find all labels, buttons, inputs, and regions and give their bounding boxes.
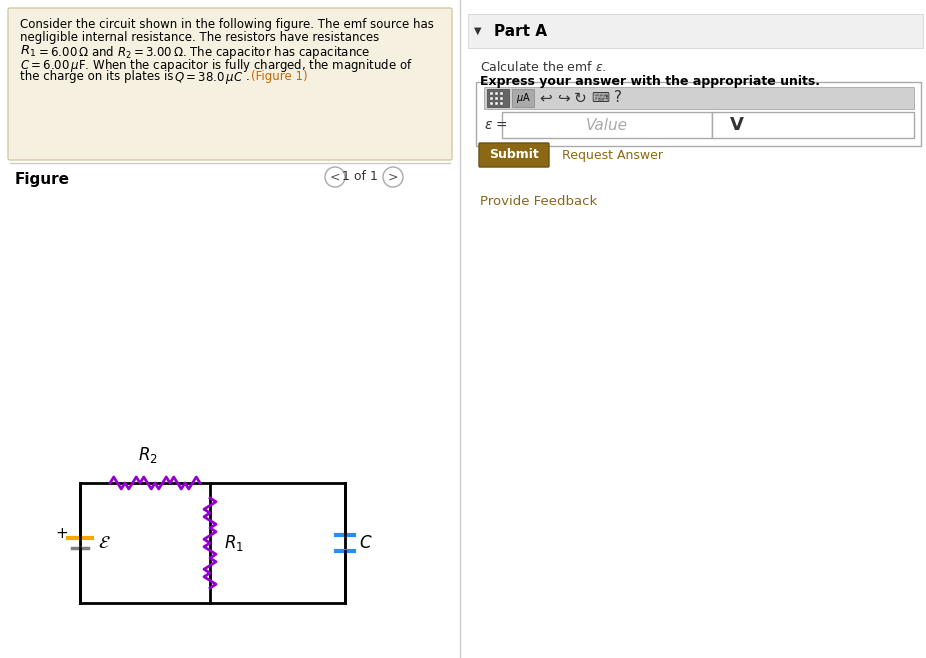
Text: $= 6.00\,\Omega$ and $R_2 = 3.00\,\Omega$. The capacitor has capacitance: $= 6.00\,\Omega$ and $R_2 = 3.00\,\Omega… — [36, 44, 370, 61]
Text: ↻: ↻ — [573, 91, 586, 105]
Text: <: < — [330, 170, 340, 184]
Bar — [484, 87, 914, 109]
Text: Submit: Submit — [489, 149, 539, 161]
Text: Express your answer with the appropriate units.: Express your answer with the appropriate… — [480, 75, 820, 88]
Text: Value: Value — [586, 118, 628, 132]
Text: $\mathcal{E}$: $\mathcal{E}$ — [98, 534, 111, 552]
Text: (Figure 1): (Figure 1) — [251, 70, 307, 83]
Bar — [502, 112, 712, 138]
Bar — [487, 89, 509, 107]
Text: $R_1$: $R_1$ — [20, 44, 36, 59]
Text: Calculate the emf $\varepsilon$.: Calculate the emf $\varepsilon$. — [480, 60, 607, 74]
Bar — [500, 92, 503, 95]
Text: ↩: ↩ — [540, 91, 553, 105]
Bar — [490, 97, 493, 100]
Bar — [495, 102, 498, 105]
Text: Part A: Part A — [494, 24, 547, 39]
Bar — [476, 82, 921, 146]
Bar — [500, 102, 503, 105]
Bar — [495, 92, 498, 95]
Text: negligible internal resistance. The resistors have resistances: negligible internal resistance. The resi… — [20, 31, 380, 44]
Text: $Q = 38.0\,\mu C$: $Q = 38.0\,\mu C$ — [174, 70, 244, 86]
Text: $C = 6.00\,\mu\mathrm{F}$. When the capacitor is fully charged, the magnitude of: $C = 6.00\,\mu\mathrm{F}$. When the capa… — [20, 57, 413, 74]
Bar — [468, 14, 923, 48]
Text: +: + — [56, 526, 69, 540]
Text: Request Answer: Request Answer — [562, 149, 663, 161]
Bar — [512, 89, 534, 107]
Text: $R_1$: $R_1$ — [224, 533, 244, 553]
Text: $\varepsilon$ =: $\varepsilon$ = — [484, 118, 508, 132]
Text: 1 of 1: 1 of 1 — [342, 170, 378, 184]
Bar — [495, 97, 498, 100]
Bar — [712, 112, 914, 138]
Text: >: > — [388, 170, 398, 184]
Text: Provide Feedback: Provide Feedback — [480, 195, 597, 208]
Text: Consider the circuit shown in the following figure. The emf source has: Consider the circuit shown in the follow… — [20, 18, 434, 31]
Text: ↪: ↪ — [557, 91, 569, 105]
Text: Figure: Figure — [15, 172, 70, 187]
Text: .: . — [246, 70, 254, 83]
Text: $\mu$A: $\mu$A — [516, 91, 531, 105]
Bar — [490, 92, 493, 95]
Bar — [490, 102, 493, 105]
FancyBboxPatch shape — [8, 8, 452, 160]
Bar — [500, 97, 503, 100]
Text: V: V — [730, 116, 744, 134]
Text: the charge on its plates is: the charge on its plates is — [20, 70, 177, 83]
Text: ?: ? — [614, 91, 622, 105]
Text: ▼: ▼ — [474, 26, 482, 36]
Text: $C$: $C$ — [359, 534, 372, 552]
Text: ⌨: ⌨ — [591, 91, 609, 105]
FancyBboxPatch shape — [479, 143, 549, 167]
Text: $R_2$: $R_2$ — [138, 445, 158, 465]
